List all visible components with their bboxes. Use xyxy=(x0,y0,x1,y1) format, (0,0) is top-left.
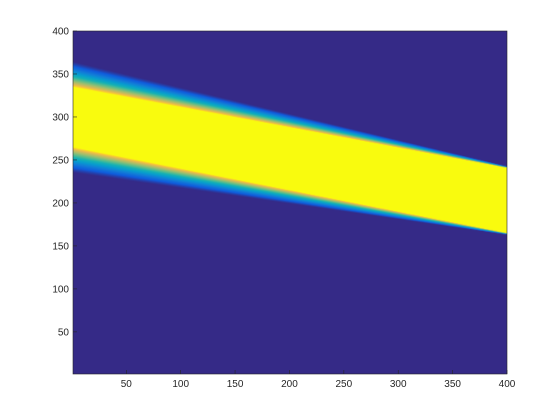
x-tick-label: 350 xyxy=(444,379,461,390)
x-tick-label: 300 xyxy=(390,379,407,390)
y-tick-label: 100 xyxy=(52,284,69,295)
y-tick-label: 150 xyxy=(52,241,69,252)
plot-area xyxy=(73,31,507,374)
x-tick-label: 400 xyxy=(499,379,516,390)
x-tick-label: 50 xyxy=(121,379,133,390)
x-tick-label: 250 xyxy=(335,379,352,390)
axes-box xyxy=(72,30,508,375)
y-tick-label: 350 xyxy=(52,69,69,80)
y-tick-label: 300 xyxy=(52,112,69,123)
heatmap-image xyxy=(73,31,507,374)
y-axis: 50 100 150 200 250 300 350 400 xyxy=(52,27,77,338)
x-tick-label: 100 xyxy=(172,379,189,390)
x-tick-label: 200 xyxy=(281,379,298,390)
x-tick-label: 150 xyxy=(227,379,244,390)
y-tick-label: 400 xyxy=(52,27,69,38)
y-tick-label: 200 xyxy=(52,198,69,209)
x-axis: 50 100 150 200 250 300 350 400 xyxy=(121,370,516,390)
y-tick-label: 250 xyxy=(52,155,69,166)
y-tick-label: 50 xyxy=(58,327,70,338)
